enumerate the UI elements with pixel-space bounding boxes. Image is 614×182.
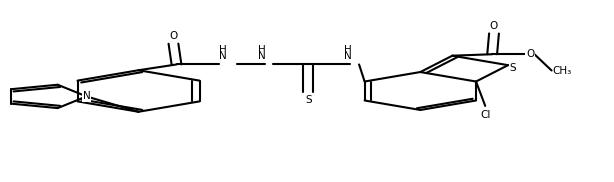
Text: H: H bbox=[219, 45, 227, 55]
Text: N: N bbox=[344, 51, 352, 61]
Text: O: O bbox=[526, 49, 534, 59]
Text: H: H bbox=[258, 45, 266, 55]
Text: N: N bbox=[219, 51, 227, 61]
Text: CH₃: CH₃ bbox=[553, 66, 572, 76]
Text: S: S bbox=[510, 63, 516, 73]
Text: Cl: Cl bbox=[480, 110, 491, 120]
Text: N: N bbox=[83, 91, 90, 101]
Text: O: O bbox=[490, 21, 498, 31]
Text: H: H bbox=[344, 45, 352, 55]
Text: N: N bbox=[258, 51, 266, 61]
Text: S: S bbox=[305, 95, 311, 105]
Text: O: O bbox=[169, 31, 177, 41]
